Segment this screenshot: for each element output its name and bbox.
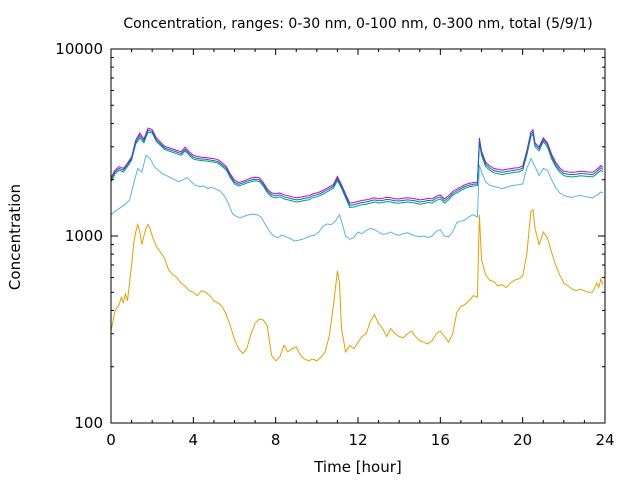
x-tick-label: 4 xyxy=(189,431,199,449)
plot-series-group xyxy=(110,127,604,362)
y-tick-label: 100 xyxy=(74,414,103,432)
y-axis-label: Concentration xyxy=(6,184,24,290)
x-tick-label: 0 xyxy=(106,431,116,449)
series-line-1 xyxy=(110,208,604,362)
x-tick-label: 24 xyxy=(595,431,614,449)
x-tick-label: 16 xyxy=(431,431,450,449)
x-tick-label: 20 xyxy=(513,431,532,449)
x-axis-label: Time [hour] xyxy=(313,458,402,476)
x-axis: 0 4 8 12 16 20 24 xyxy=(106,49,615,449)
y-tick-label: 10000 xyxy=(55,40,103,58)
x-tick-label: 12 xyxy=(348,431,367,449)
series-line-2 xyxy=(110,154,604,242)
plot-frame xyxy=(110,48,606,424)
chart-title: Concentration, ranges: 0-30 nm, 0-100 nm… xyxy=(123,16,592,32)
x-tick-label: 8 xyxy=(271,431,281,449)
y-tick-label: 1000 xyxy=(65,227,103,245)
series-line-4 xyxy=(110,127,604,204)
series-line-5 xyxy=(110,129,604,206)
y-axis: 100 1000 10000 xyxy=(55,40,605,432)
series-line-3 xyxy=(110,131,604,209)
